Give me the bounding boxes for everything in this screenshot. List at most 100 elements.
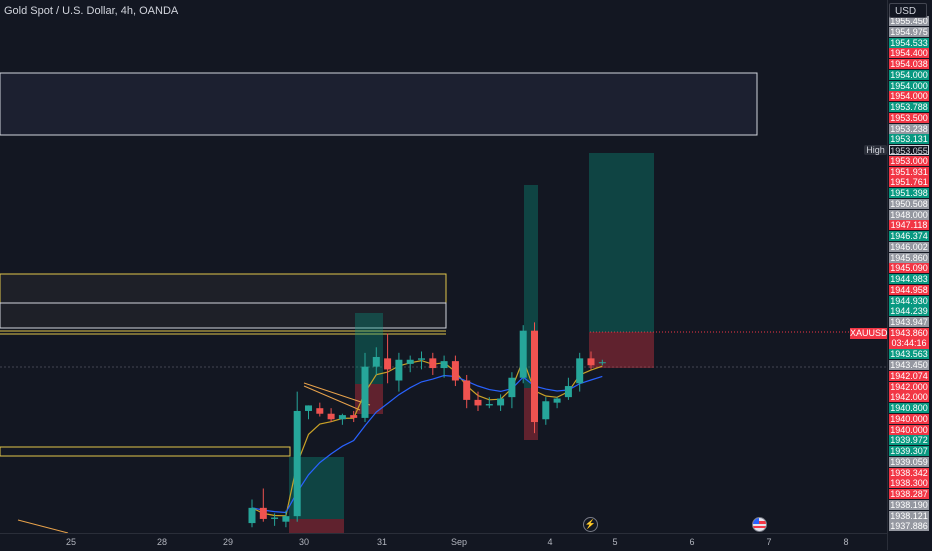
price-label: 1943.563 [889, 349, 929, 360]
candle-body [350, 415, 358, 418]
price-label: 1939.972 [889, 435, 929, 446]
price-label: 1942.074 [889, 370, 929, 381]
price-label: 1945.090 [889, 263, 929, 274]
candle[interactable] [553, 397, 561, 409]
moving-average-slow [251, 374, 603, 514]
stop-zone[interactable] [289, 519, 344, 533]
time-axis[interactable]: 25 28 29 30 31 Sep 4 5 6 7 8 [0, 533, 887, 551]
candle-body [485, 404, 493, 406]
candle-body [463, 380, 471, 400]
candle[interactable] [282, 510, 290, 528]
candle-body [248, 507, 256, 524]
time-label: 25 [65, 537, 77, 547]
price-label: 1951.398 [889, 188, 929, 198]
price-label: 1942.000 [889, 392, 929, 403]
lightning-icon[interactable]: ⚡ [583, 517, 598, 532]
price-label: 1938.287 [889, 489, 929, 499]
candle-body [384, 358, 392, 370]
candle-body [418, 358, 425, 360]
candle-body [576, 358, 584, 384]
trend-line[interactable] [17, 519, 69, 533]
price-label: 1945.860 [889, 252, 929, 263]
candle[interactable] [564, 377, 572, 400]
candle[interactable] [429, 352, 437, 375]
candle-body [338, 415, 346, 420]
candle[interactable] [259, 488, 267, 522]
price-label: 1953.055 [889, 145, 929, 156]
candle[interactable] [395, 352, 403, 392]
candle-body [564, 386, 572, 398]
chart-title: Gold Spot / U.S. Dollar, 4h, OANDA [4, 5, 179, 17]
time-label: 4 [547, 537, 553, 547]
stop-zone[interactable] [589, 332, 654, 368]
candle-body [316, 408, 324, 414]
candle-body [406, 359, 414, 364]
candle-body [587, 358, 595, 366]
candle[interactable] [293, 391, 301, 522]
candle[interactable] [474, 391, 482, 411]
candle[interactable] [519, 325, 527, 384]
price-label: 1954.038 [889, 59, 929, 69]
price-chart[interactable] [0, 0, 887, 533]
candle[interactable] [305, 405, 312, 420]
price-label: 1940.800 [889, 403, 929, 413]
candle[interactable] [248, 499, 256, 528]
candle[interactable] [361, 352, 369, 423]
price-label: 1943.450 [889, 360, 929, 370]
resistance-zone-box[interactable] [0, 273, 447, 305]
candle-body [305, 405, 312, 411]
candle[interactable] [451, 355, 459, 387]
price-label: 1944.958 [889, 284, 929, 295]
candle-body [531, 330, 538, 423]
candle[interactable] [497, 394, 505, 411]
currency-button[interactable]: USD [889, 3, 927, 18]
candle[interactable] [316, 402, 324, 417]
time-label: 29 [222, 537, 234, 547]
candle[interactable] [372, 347, 380, 375]
price-label: 1940.000 [889, 413, 929, 424]
price-label: 1942.000 [889, 381, 929, 392]
candle[interactable] [542, 397, 550, 425]
trend-line[interactable] [303, 382, 371, 411]
candle[interactable] [598, 359, 606, 366]
candle-body [542, 401, 550, 420]
candle[interactable] [338, 413, 346, 425]
price-label: 1954.975 [889, 26, 929, 37]
price-label: 1954.533 [889, 37, 929, 48]
supply-zone-box[interactable] [0, 72, 758, 136]
target-zone[interactable] [589, 153, 654, 332]
price-label: 1951.761 [889, 177, 929, 188]
candle-body [519, 330, 527, 378]
price-label: 1954.000 [889, 91, 929, 102]
candle[interactable] [440, 355, 448, 378]
candle[interactable] [463, 374, 471, 409]
candle[interactable] [327, 408, 335, 423]
candle[interactable] [531, 322, 538, 434]
candle[interactable] [384, 333, 392, 384]
price-label: 1944.930 [889, 295, 929, 306]
candle[interactable] [418, 351, 425, 370]
price-label: 1953.788 [889, 102, 929, 112]
candle-body [327, 413, 335, 420]
target-zone[interactable] [355, 313, 383, 384]
time-label: 7 [766, 537, 772, 547]
candle[interactable] [406, 355, 414, 373]
candle[interactable] [350, 410, 358, 423]
candle-body [361, 366, 369, 418]
candle-body [271, 517, 279, 519]
candle[interactable] [485, 397, 493, 409]
time-label: 5 [612, 537, 618, 547]
candle[interactable] [508, 372, 516, 409]
candle[interactable] [271, 513, 279, 526]
price-label: 1943.947 [889, 317, 929, 327]
resistance-zone-inner[interactable] [0, 302, 447, 329]
demand-zone-box[interactable] [0, 446, 291, 457]
price-label: 1953.131 [889, 134, 929, 145]
stop-zone[interactable] [355, 384, 383, 414]
price-label: 1953.000 [889, 155, 929, 166]
price-label: 1947.118 [889, 220, 929, 231]
candle[interactable] [576, 352, 584, 392]
candle[interactable] [587, 351, 595, 370]
us-flag-icon[interactable] [752, 517, 767, 532]
price-label: 1951.931 [889, 166, 929, 177]
